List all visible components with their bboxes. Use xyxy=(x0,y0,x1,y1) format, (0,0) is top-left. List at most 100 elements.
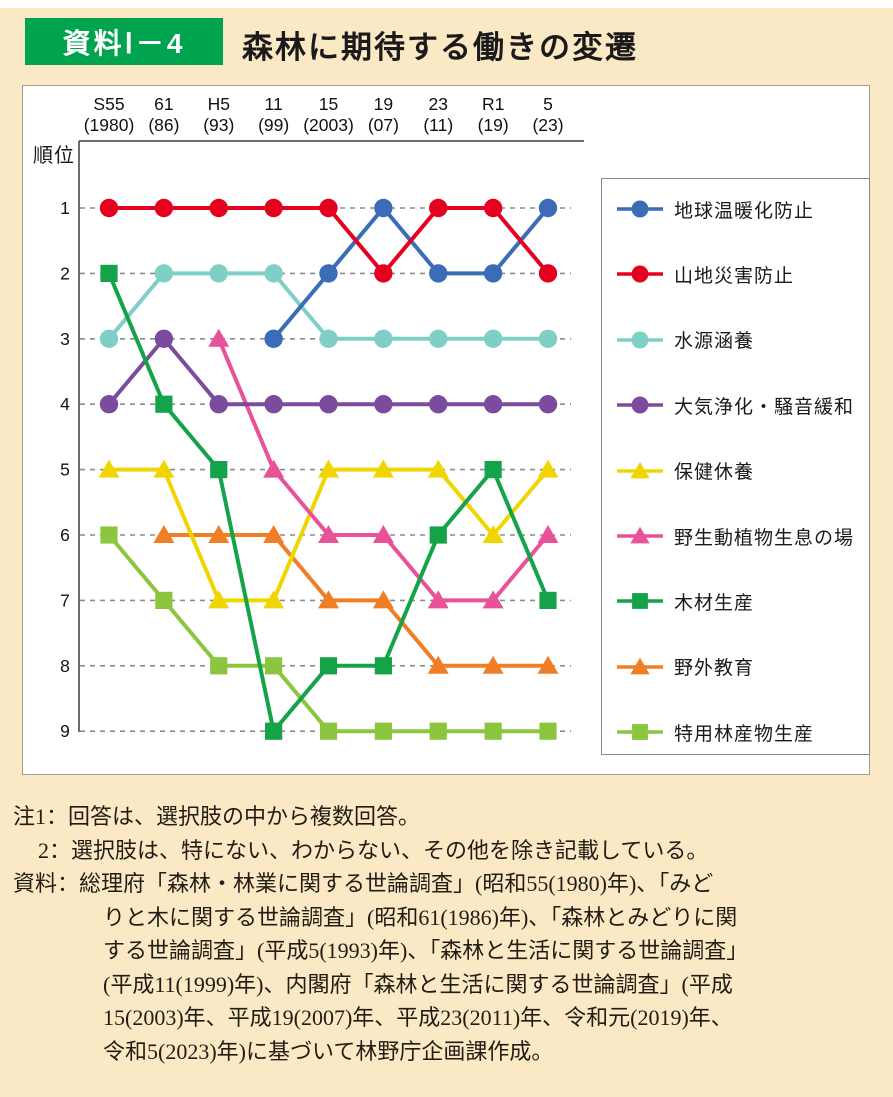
legend-triangle-swatch-icon xyxy=(617,657,663,675)
y-tick-label: 3 xyxy=(60,329,70,349)
legend-triangle-swatch-icon xyxy=(617,526,663,544)
x-tick-year-label: (99) xyxy=(258,115,289,135)
marker-square-special-forest-products xyxy=(374,722,392,740)
marker-circle-water-source-conservation xyxy=(631,331,649,349)
note-line: (平成11(1999)年)、内閣府「森林と生活に関する世論調査」(平成 xyxy=(103,971,733,997)
marker-triangle-outdoor-education xyxy=(372,590,394,609)
legend-circle-swatch-icon xyxy=(617,331,663,349)
marker-square-timber-production xyxy=(319,657,338,675)
marker-square-special-forest-products xyxy=(484,722,502,740)
marker-square-special-forest-products xyxy=(155,591,173,609)
figure-badge-label: 資料Ⅰ－4 xyxy=(62,27,186,59)
marker-circle-water-source-conservation xyxy=(483,329,503,348)
marker-triangle-outdoor-education xyxy=(427,655,449,674)
note-line: りと木に関する世論調査」(昭和61(1986)年)、「森林とみどりに関 xyxy=(103,904,738,930)
marker-triangle-health-recreation xyxy=(427,459,449,478)
legend-circle-swatch-icon xyxy=(617,265,663,283)
marker-triangle-health-recreation xyxy=(482,525,504,543)
figure-badge: 資料Ⅰ－4 xyxy=(25,18,223,65)
marker-circle-air-purification-noise-mitigation xyxy=(429,395,448,414)
marker-circle-air-purification-noise-mitigation xyxy=(374,395,393,414)
x-tick-year-label: (07) xyxy=(368,115,399,135)
marker-square-timber-production xyxy=(484,461,502,479)
legend-label: 山地災害防止 xyxy=(674,265,795,287)
marker-square-timber-production xyxy=(539,591,557,609)
marker-circle-water-source-conservation xyxy=(154,264,174,283)
y-axis-title: 順位 xyxy=(33,145,75,167)
marker-circle-global-warming-prevention xyxy=(538,198,558,218)
marker-circle-global-warming-prevention xyxy=(264,329,283,348)
note-line: 資料：総理府「森林・林業に関する世論調査」(昭和55(1980)年)、「みど xyxy=(13,871,714,896)
marker-square-special-forest-products xyxy=(632,724,648,741)
marker-square-special-forest-products xyxy=(100,526,118,544)
note-line: する世論調査」(平成5(1993)年)、「森林と生活に関する世論調査」 xyxy=(103,938,749,963)
marker-square-special-forest-products xyxy=(210,657,228,675)
x-tick-era-label: 19 xyxy=(374,94,393,114)
marker-triangle-outdoor-education xyxy=(537,655,559,674)
legend-circle-swatch-icon xyxy=(617,200,663,218)
x-tick-year-label: (1980) xyxy=(84,115,135,135)
x-tick-year-label: (86) xyxy=(148,115,179,135)
chart-panel: 1 2 3 4 5 6 7 8 9 S55 (1980) 61 (86) H5 (93) 11 (99) 15 (2… xyxy=(22,85,870,775)
marker-square-special-forest-products xyxy=(265,657,283,675)
marker-triangle-health-recreation xyxy=(153,459,175,478)
legend-triangle-swatch-icon xyxy=(617,461,663,478)
marker-triangle-wildlife-habitat xyxy=(372,525,394,543)
x-tick-era-label: R1 xyxy=(482,94,504,114)
marker-triangle-health-recreation xyxy=(208,590,230,609)
marker-circle-global-warming-prevention xyxy=(319,264,338,283)
marker-square-timber-production xyxy=(632,593,648,610)
marker-circle-mountain-disaster-prevention xyxy=(319,198,338,218)
marker-triangle-outdoor-education xyxy=(318,590,339,609)
x-tick-era-label: 15 xyxy=(319,94,338,114)
legend-circle-swatch-icon xyxy=(617,396,663,414)
marker-circle-water-source-conservation xyxy=(209,264,228,283)
marker-triangle-wildlife-habitat xyxy=(630,526,650,544)
note-line: 15(2003)年、平成19(2007)年、平成23(2011)年、令和元(20… xyxy=(103,1005,733,1030)
series-line-mountain-disaster-prevention xyxy=(109,206,550,277)
series-line-outdoor-education xyxy=(163,533,548,668)
marker-circle-mountain-disaster-prevention xyxy=(209,198,228,218)
legend-label: 大気浄化・騒音緩和 xyxy=(674,396,855,418)
marker-circle-global-warming-prevention xyxy=(429,264,448,283)
marker-circle-air-purification-noise-mitigation xyxy=(99,395,119,414)
note-line: 令和5(2023)年)に基づいて林野庁企画課作成。 xyxy=(103,1038,554,1064)
marker-triangle-outdoor-education xyxy=(153,525,175,543)
marker-square-timber-production xyxy=(100,264,118,282)
marker-circle-mountain-disaster-prevention xyxy=(154,198,174,218)
y-tick-label: 4 xyxy=(60,394,70,414)
marker-circle-water-source-conservation xyxy=(264,264,283,283)
marker-circle-water-source-conservation xyxy=(429,329,448,348)
marker-square-timber-production xyxy=(155,395,173,413)
marker-circle-air-purification-noise-mitigation xyxy=(264,395,283,414)
marker-triangle-health-recreation xyxy=(263,590,285,609)
series-line-air-purification-noise-mitigation xyxy=(107,335,548,407)
marker-triangle-outdoor-education xyxy=(482,655,504,674)
chart-legend: 地球温暖化防止 山地災害防止 水源涵養 大気浄化・騒音緩和 保健休養 野生動植物生息の場木… xyxy=(601,178,870,755)
marker-circle-air-purification-noise-mitigation xyxy=(631,396,649,414)
legend-label: 木材生産 xyxy=(674,592,755,614)
marker-circle-mountain-disaster-prevention xyxy=(264,198,283,218)
marker-triangle-wildlife-habitat xyxy=(482,590,504,609)
x-tick-era-label: 61 xyxy=(154,94,173,114)
marker-triangle-health-recreation xyxy=(318,459,339,478)
marker-circle-air-purification-noise-mitigation xyxy=(154,329,174,348)
legend-item-health-recreation: 保健休養 xyxy=(616,458,754,484)
legend-item-water-source-conservation: 水源涵養 xyxy=(616,327,754,353)
marker-circle-mountain-disaster-prevention xyxy=(631,265,649,283)
y-tick-label: 1 xyxy=(60,198,70,218)
marker-circle-global-warming-prevention xyxy=(374,198,393,218)
marker-circle-water-source-conservation xyxy=(99,329,119,348)
page-top-margin xyxy=(0,0,893,8)
marker-triangle-wildlife-habitat xyxy=(208,328,230,347)
legend-item-mountain-disaster-prevention: 山地災害防止 xyxy=(616,261,794,287)
marker-circle-global-warming-prevention xyxy=(483,264,503,283)
legend-square-swatch-icon xyxy=(617,593,663,610)
marker-triangle-health-recreation xyxy=(98,459,120,478)
marker-triangle-wildlife-habitat xyxy=(263,459,285,478)
series-line-water-source-conservation xyxy=(107,271,548,341)
marker-circle-mountain-disaster-prevention xyxy=(374,264,393,283)
legend-item-special-forest-products: 特用林産物生産 xyxy=(616,719,814,745)
x-tick-era-label: 11 xyxy=(265,94,283,114)
legend-item-wildlife-habitat: 野生動植物生息の場 xyxy=(616,523,854,549)
